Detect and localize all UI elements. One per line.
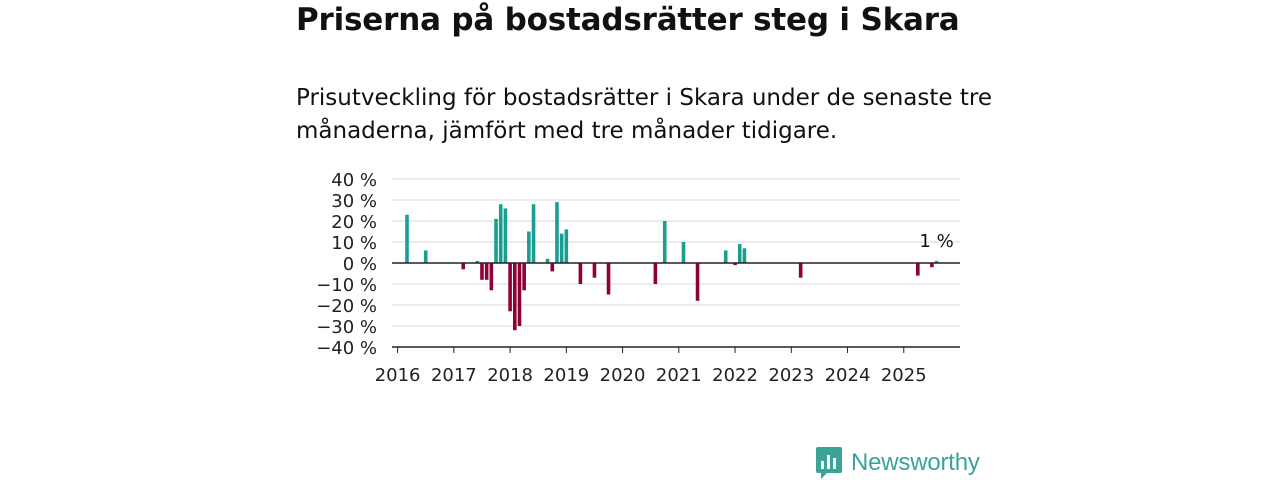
bar: [484, 263, 489, 280]
newsworthy-logo-icon: [816, 447, 842, 479]
bar: [733, 263, 737, 266]
bar: [545, 258, 550, 263]
x-tick-label: 2019: [543, 365, 589, 386]
y-tick-label: 0 %: [343, 254, 377, 275]
y-tick-label: −10 %: [316, 275, 377, 296]
newsworthy-logo-text: Newsworthy: [851, 449, 980, 476]
bar: [662, 221, 667, 263]
x-tick-label: 2016: [375, 365, 421, 386]
y-tick-label: −20 %: [316, 296, 377, 317]
last-value-label: 1 %: [919, 231, 953, 252]
bar: [480, 263, 484, 280]
y-tick-label: 10 %: [331, 233, 377, 254]
bar: [423, 250, 428, 263]
x-axis-tick-labels: 2016 2017 2018 2019 2020 2021 2022 2023 2024 2025: [375, 365, 927, 386]
bar: [606, 263, 611, 295]
bar: [742, 248, 747, 263]
bar: [503, 208, 508, 263]
bar: [508, 263, 512, 312]
y-tick-label: 20 %: [331, 212, 377, 233]
bar: [592, 263, 597, 278]
x-tick-label: 2020: [600, 365, 646, 386]
bar: [550, 263, 555, 272]
y-tick-label: −30 %: [316, 317, 377, 338]
bar: [494, 218, 498, 263]
bar: [405, 214, 409, 263]
chart-title: Priserna på bostadsrätter steg i Skara: [296, 2, 960, 38]
bar: [916, 263, 920, 276]
x-tick-label: 2021: [656, 365, 702, 386]
bar: [517, 263, 522, 326]
bar: [681, 242, 686, 263]
bar: [527, 231, 531, 263]
chart-subtitle: Prisutveckling för bostadsrätter i Skara…: [296, 85, 992, 144]
x-tick-label: 2024: [825, 365, 871, 386]
bar: [498, 204, 503, 263]
bar: [489, 263, 494, 291]
annotations: 1 %: [919, 231, 953, 252]
y-tick-label: 40 %: [331, 170, 377, 191]
bar: [653, 263, 658, 284]
bar: [930, 263, 934, 268]
bar: [798, 263, 803, 278]
bar: [578, 263, 583, 284]
y-tick-label: 30 %: [331, 191, 377, 212]
bar: [522, 263, 526, 291]
y-tick-label: −40 %: [316, 338, 377, 359]
bars: [405, 202, 939, 331]
bar: [695, 263, 700, 301]
bar: [559, 233, 564, 263]
bar: [555, 202, 559, 263]
bar: [934, 260, 939, 263]
x-tick-label: 2017: [431, 365, 477, 386]
bar: [475, 260, 480, 263]
y-axis-tick-labels: 40 %30 %20 %10 %0 %−10 %−20 %−30 %−40 %: [316, 170, 377, 359]
bar: [564, 229, 569, 263]
bar: [737, 244, 742, 263]
bar: [531, 204, 536, 263]
x-tick-label: 2022: [712, 365, 758, 386]
newsworthy-logo: Newsworthy: [815, 446, 980, 480]
axes: [392, 262, 960, 353]
x-tick-label: 2018: [487, 365, 533, 386]
bar: [512, 263, 517, 331]
bar: [461, 263, 466, 270]
x-tick-label: 2025: [881, 365, 927, 386]
bar: [723, 250, 728, 263]
x-tick-label: 2023: [768, 365, 814, 386]
